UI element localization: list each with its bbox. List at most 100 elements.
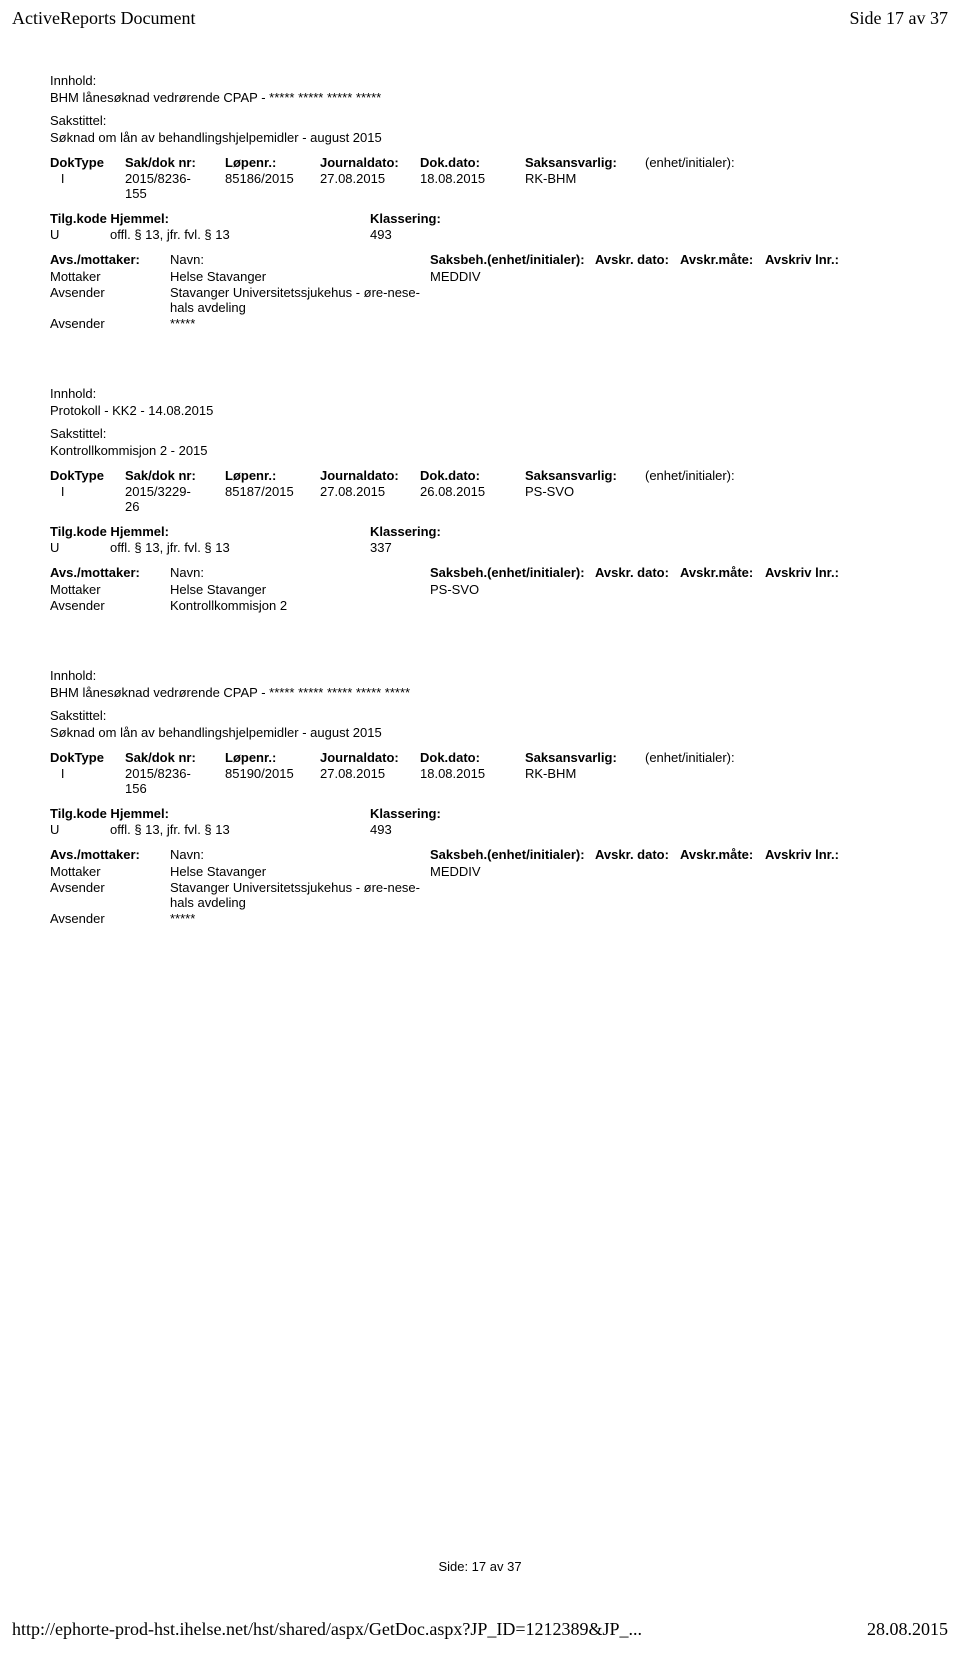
- klassering-val: 493: [370, 227, 490, 242]
- dokdato-hdr: Dok.dato:: [420, 750, 525, 765]
- journaldato-hdr: Journaldato:: [320, 468, 420, 483]
- metadata-value-row: I2015/8236-15685190/201527.08.201518.08.…: [50, 766, 910, 796]
- doktype-val: I: [50, 766, 125, 796]
- parts-row: AvsenderStavanger Universitetssjukehus -…: [50, 880, 910, 910]
- parts-row: MottakerHelse StavangerPS-SVO: [50, 582, 910, 597]
- avskrdato-val: [595, 316, 680, 331]
- lopen-hdr: Løpenr.:: [225, 155, 320, 170]
- journaldato-hdr: Journaldato:: [320, 750, 420, 765]
- innhold-label: Innhold:: [50, 386, 910, 401]
- saksansvarlig-hdr: Saksansvarlig:: [525, 468, 645, 483]
- enhetinitialer-hdr: (enhet/initialer):: [645, 155, 785, 170]
- avskrmate-val: [680, 598, 765, 613]
- saksbeh-val: MEDDIV: [430, 864, 595, 879]
- hjemmel-val: offl. § 13, jfr. fvl. § 13: [50, 227, 370, 242]
- avskrivlnr-val: [765, 316, 860, 331]
- parts-row: AvsenderStavanger Universitetssjukehus -…: [50, 285, 910, 315]
- sakstittel-label: Sakstittel:: [50, 113, 910, 128]
- parts-row: MottakerHelse StavangerMEDDIV: [50, 864, 910, 879]
- tilgkode-hjemmel-hdr: Tilg.kode Hjemmel:: [50, 806, 370, 821]
- navn-hdr: Navn:: [170, 252, 430, 267]
- navn-val: *****: [170, 911, 430, 926]
- avskrivlnr-hdr: Avskriv lnr.:: [765, 847, 860, 862]
- enhetinitialer-hdr: (enhet/initialer):: [645, 468, 785, 483]
- klassering-hdr: Klassering:: [370, 524, 490, 539]
- hjemmel-val: offl. § 13, jfr. fvl. § 13: [50, 822, 370, 837]
- tilgkode-value-row: Uoffl. § 13, jfr. fvl. § 13493: [50, 227, 910, 242]
- navn-val: Helse Stavanger: [170, 582, 430, 597]
- saksansvarlig-val: PS-SVO: [525, 484, 645, 514]
- avskrdato-val: [595, 285, 680, 315]
- avsmottaker-hdr: Avs./mottaker:: [50, 565, 170, 580]
- metadata-header-row: DokTypeSak/dok nr:Løpenr.:Journaldato:Do…: [50, 468, 910, 483]
- parts-row: Avsender*****: [50, 911, 910, 926]
- dokdato-val: 18.08.2015: [420, 766, 525, 796]
- avskrmate-val: [680, 864, 765, 879]
- avsmottaker-role: Avsender: [50, 880, 170, 910]
- enhetinitialer-val: [645, 484, 785, 514]
- avsmottaker-hdr: Avs./mottaker:: [50, 252, 170, 267]
- innhold-text: Protokoll - KK2 - 14.08.2015: [50, 403, 910, 418]
- navn-val: Kontrollkommisjon 2: [170, 598, 430, 613]
- avsmottaker-hdr: Avs./mottaker:: [50, 847, 170, 862]
- avskrivlnr-hdr: Avskriv lnr.:: [765, 565, 860, 580]
- avskrmate-hdr: Avskr.måte:: [680, 252, 765, 267]
- saksbeh-val: [430, 880, 595, 910]
- innhold-text: BHM lånesøknad vedrørende CPAP - ***** *…: [50, 90, 910, 105]
- navn-val: Helse Stavanger: [170, 864, 430, 879]
- journal-record: Innhold:BHM lånesøknad vedrørende CPAP -…: [50, 73, 910, 331]
- document-title: ActiveReports Document: [12, 8, 195, 29]
- doktype-hdr: DokType: [50, 155, 125, 170]
- avskrmate-val: [680, 911, 765, 926]
- hjemmel-val: offl. § 13, jfr. fvl. § 13: [50, 540, 370, 555]
- avsmottaker-role: Avsender: [50, 316, 170, 331]
- lopen-val: 85187/2015: [225, 484, 320, 514]
- doktype-hdr: DokType: [50, 750, 125, 765]
- parts-row: MottakerHelse StavangerMEDDIV: [50, 269, 910, 284]
- sakdok-hdr: Sak/dok nr:: [125, 750, 225, 765]
- sakdok-hdr: Sak/dok nr:: [125, 155, 225, 170]
- saksbeh-hdr: Saksbeh.(enhet/initialer):: [430, 252, 595, 267]
- avskrivlnr-val: [765, 598, 860, 613]
- avskrmate-val: [680, 880, 765, 910]
- navn-val: Helse Stavanger: [170, 269, 430, 284]
- saksbeh-val: [430, 316, 595, 331]
- klassering-val: 493: [370, 822, 490, 837]
- avskrivlnr-hdr: Avskriv lnr.:: [765, 252, 860, 267]
- avskrdato-val: [595, 582, 680, 597]
- avskrivlnr-val: [765, 269, 860, 284]
- avskrmate-val: [680, 582, 765, 597]
- avskrmate-hdr: Avskr.måte:: [680, 565, 765, 580]
- navn-hdr: Navn:: [170, 847, 430, 862]
- avskrdato-hdr: Avskr. dato:: [595, 847, 680, 862]
- tilgkode-hjemmel-hdr: Tilg.kode Hjemmel:: [50, 211, 370, 226]
- lopen-hdr: Løpenr.:: [225, 750, 320, 765]
- tilgkode-header-row: Tilg.kode Hjemmel:Klassering:: [50, 524, 910, 539]
- lopen-hdr: Løpenr.:: [225, 468, 320, 483]
- parts-row: Avsender*****: [50, 316, 910, 331]
- doktype-hdr: DokType: [50, 468, 125, 483]
- lopen-val: 85190/2015: [225, 766, 320, 796]
- avskrdato-val: [595, 880, 680, 910]
- avskrdato-hdr: Avskr. dato:: [595, 565, 680, 580]
- metadata-header-row: DokTypeSak/dok nr:Løpenr.:Journaldato:Do…: [50, 750, 910, 765]
- navn-val: Stavanger Universitetssjukehus - øre-nes…: [170, 880, 430, 910]
- avsmottaker-role: Avsender: [50, 911, 170, 926]
- saksansvarlig-hdr: Saksansvarlig:: [525, 750, 645, 765]
- avskrmate-hdr: Avskr.måte:: [680, 847, 765, 862]
- sakdok-val: 2015/8236-155: [125, 171, 225, 201]
- dokdato-hdr: Dok.dato:: [420, 155, 525, 170]
- innhold-text: BHM lånesøknad vedrørende CPAP - ***** *…: [50, 685, 910, 700]
- avskrdato-val: [595, 864, 680, 879]
- metadata-value-row: I2015/8236-15585186/201527.08.201518.08.…: [50, 171, 910, 201]
- dokdato-hdr: Dok.dato:: [420, 468, 525, 483]
- journaldato-val: 27.08.2015: [320, 766, 420, 796]
- enhetinitialer-hdr: (enhet/initialer):: [645, 750, 785, 765]
- sakstittel-text: Søknad om lån av behandlingshjelpemidler…: [50, 130, 910, 145]
- navn-val: Stavanger Universitetssjukehus - øre-nes…: [170, 285, 430, 315]
- journal-record: Innhold:BHM lånesøknad vedrørende CPAP -…: [50, 668, 910, 926]
- saksbeh-val: [430, 285, 595, 315]
- avskrivlnr-val: [765, 582, 860, 597]
- footer-page: Side: 17 av 37: [0, 1559, 960, 1574]
- saksansvarlig-val: RK-BHM: [525, 171, 645, 201]
